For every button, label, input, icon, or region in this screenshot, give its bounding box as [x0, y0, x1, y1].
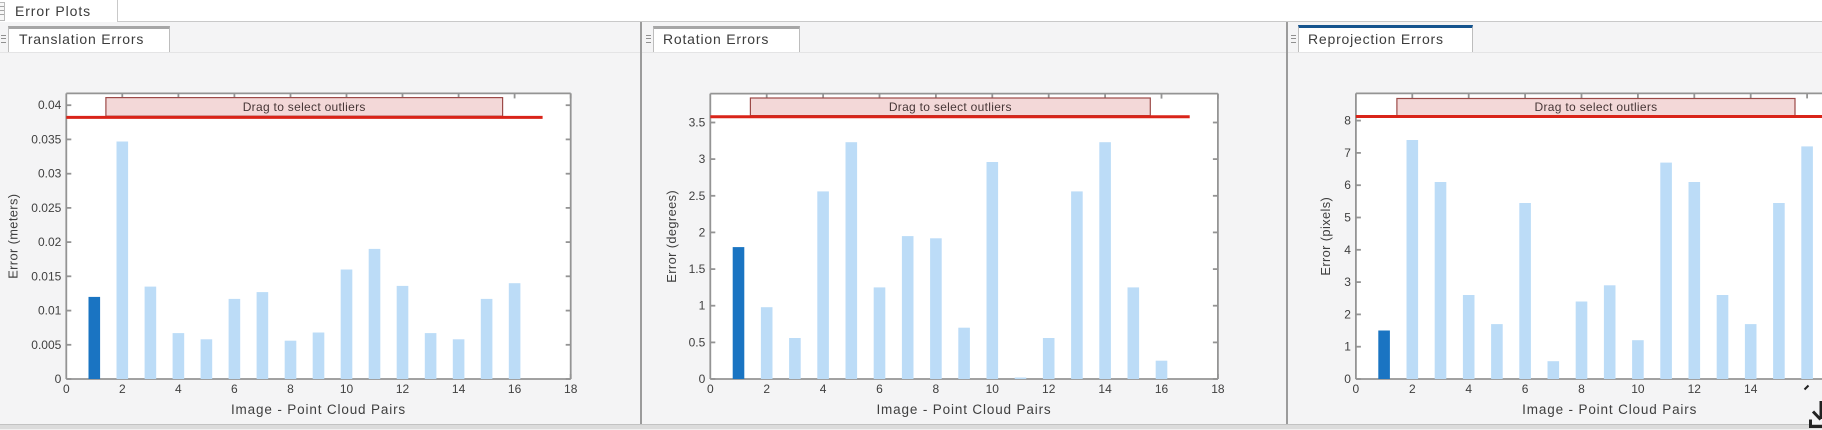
svg-text:14: 14: [1098, 382, 1112, 396]
svg-text:0.035: 0.035: [31, 132, 61, 146]
svg-text:Drag to select outliers: Drag to select outliers: [1535, 100, 1658, 114]
svg-text:Error (degrees): Error (degrees): [664, 190, 679, 283]
svg-text:8: 8: [1344, 114, 1351, 128]
svg-text:12: 12: [1042, 382, 1056, 396]
svg-text:3: 3: [699, 152, 706, 166]
svg-text:Image - Point Cloud Pairs: Image - Point Cloud Pairs: [876, 402, 1051, 417]
svg-text:8: 8: [933, 382, 940, 396]
svg-text:1: 1: [1344, 340, 1351, 354]
svg-text:16: 16: [1155, 382, 1169, 396]
svg-text:0: 0: [707, 382, 714, 396]
svg-text:1: 1: [699, 299, 706, 313]
svg-text:Error (pixels): Error (pixels): [1318, 197, 1333, 276]
svg-text:0.5: 0.5: [689, 335, 706, 349]
svg-text:2: 2: [1409, 382, 1416, 396]
svg-text:0.015: 0.015: [31, 269, 61, 283]
svg-text:6: 6: [1344, 178, 1351, 192]
svg-text:Drag to select outliers: Drag to select outliers: [889, 100, 1012, 114]
svg-text:3: 3: [1344, 275, 1351, 289]
svg-text:8: 8: [287, 382, 294, 396]
svg-text:4: 4: [175, 382, 182, 396]
svg-text:2: 2: [119, 382, 126, 396]
svg-text:6: 6: [231, 382, 238, 396]
svg-text:0.02: 0.02: [38, 235, 62, 249]
svg-text:0: 0: [1353, 382, 1360, 396]
svg-text:10: 10: [1631, 382, 1645, 396]
svg-text:Image - Point Cloud Pairs: Image - Point Cloud Pairs: [231, 402, 406, 417]
svg-text:0: 0: [55, 372, 62, 386]
svg-text:3.5: 3.5: [689, 116, 706, 130]
svg-text:8: 8: [1578, 382, 1585, 396]
svg-text:0.005: 0.005: [31, 338, 61, 352]
svg-text:1.5: 1.5: [689, 262, 706, 276]
svg-text:5: 5: [1344, 211, 1351, 225]
svg-text:6: 6: [1522, 382, 1529, 396]
svg-text:0: 0: [699, 372, 706, 386]
svg-text:0.01: 0.01: [38, 304, 62, 318]
svg-text:2: 2: [699, 225, 706, 239]
svg-text:12: 12: [396, 382, 410, 396]
svg-text:4: 4: [1465, 382, 1472, 396]
svg-text:18: 18: [1211, 382, 1225, 396]
svg-text:Drag to select outliers: Drag to select outliers: [243, 100, 366, 114]
svg-text:Image - Point Cloud Pairs: Image - Point Cloud Pairs: [1522, 402, 1697, 417]
svg-text:14: 14: [1744, 382, 1758, 396]
svg-text:10: 10: [986, 382, 1000, 396]
svg-text:12: 12: [1688, 382, 1702, 396]
svg-text:16: 16: [508, 382, 522, 396]
svg-text:7: 7: [1344, 146, 1351, 160]
svg-text:0: 0: [1344, 372, 1351, 386]
svg-text:18: 18: [564, 382, 578, 396]
svg-text:0.025: 0.025: [31, 201, 61, 215]
svg-text:6: 6: [876, 382, 883, 396]
svg-text:10: 10: [340, 382, 354, 396]
svg-text:2: 2: [1344, 307, 1351, 321]
svg-text:0.03: 0.03: [38, 167, 62, 181]
svg-text:0.04: 0.04: [38, 98, 62, 112]
svg-text:0: 0: [63, 382, 70, 396]
svg-text:4: 4: [820, 382, 827, 396]
svg-text:2.5: 2.5: [689, 189, 706, 203]
svg-text:14: 14: [452, 382, 466, 396]
svg-text:4: 4: [1344, 243, 1351, 257]
svg-text:2: 2: [763, 382, 770, 396]
svg-text:Error (meters): Error (meters): [6, 194, 21, 279]
